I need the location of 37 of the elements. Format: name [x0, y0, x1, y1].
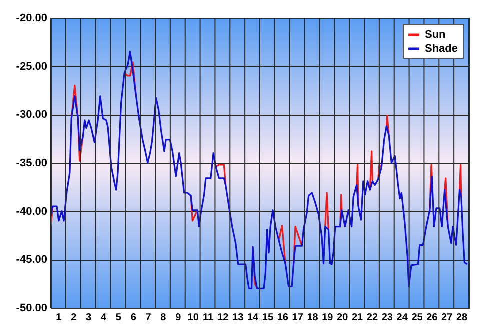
x-tick-label: 7	[146, 312, 152, 324]
x-tick-label: 25	[412, 312, 424, 324]
y-tick-label: -50.00	[16, 302, 48, 314]
legend-label: Sun	[425, 29, 446, 41]
y-tick-label: -30.00	[16, 109, 48, 122]
y-tick-label: -35.00	[16, 158, 48, 170]
y-tick-label: -45.00	[16, 254, 48, 266]
x-tick-label: 3	[86, 312, 92, 324]
x-tick-label: 22	[366, 312, 378, 324]
x-tick-label: 26	[426, 312, 438, 324]
x-tick-label: 6	[130, 312, 137, 324]
y-tick-label: -25.00	[16, 60, 48, 73]
x-tick-label: 10	[188, 312, 200, 324]
x-tick-label: 21	[352, 312, 364, 324]
x-tick-label: 16	[277, 312, 289, 324]
x-tick-label: 20	[337, 312, 349, 324]
x-tick-label: 13	[232, 312, 244, 324]
x-tick-label: 28	[456, 312, 468, 324]
x-tick-label: 24	[396, 312, 408, 324]
x-tick-label: 19	[322, 312, 334, 324]
x-tick-label: 18	[307, 312, 319, 324]
x-tick-label: 12	[218, 312, 230, 324]
legend-label: Shade	[425, 43, 458, 55]
y-tick-label: -40.00	[16, 206, 48, 218]
x-tick-label: 14	[247, 312, 260, 324]
x-tick-label: 5	[116, 312, 122, 324]
y-tick-label: -20.00	[16, 12, 48, 24]
x-tick-label: 23	[382, 312, 394, 324]
x-tick-label: 2	[71, 312, 78, 324]
x-tick-label: 11	[202, 312, 214, 324]
x-tick-label: 15	[262, 312, 274, 324]
x-tick-label: 17	[292, 312, 304, 324]
x-tick-label: 27	[442, 312, 454, 324]
x-tick-label: 9	[176, 312, 182, 324]
x-tick-label: 4	[100, 312, 107, 324]
x-tick-label: 1	[56, 312, 62, 324]
x-tick-label: 8	[160, 312, 167, 324]
